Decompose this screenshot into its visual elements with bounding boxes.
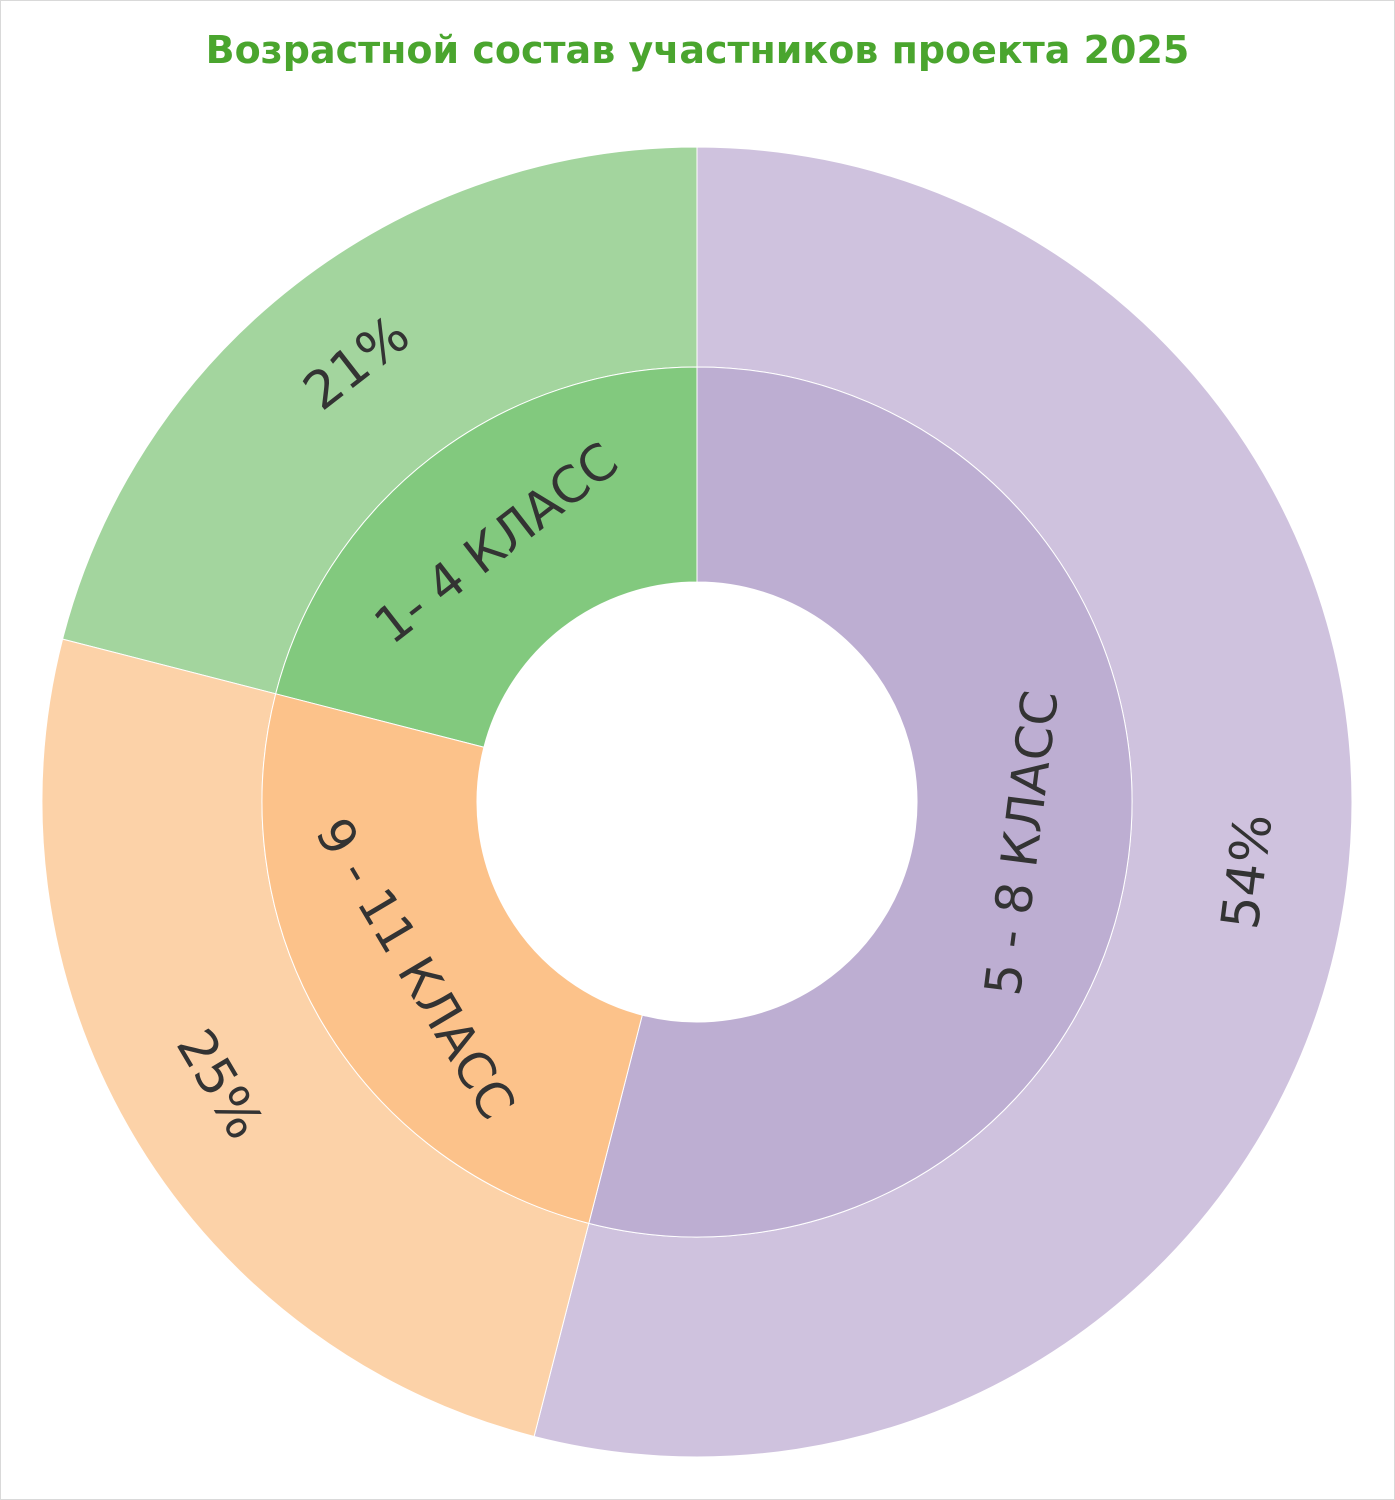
inner-ring [261,366,1133,1238]
inner-segment-grades-5-8 [588,366,1133,1238]
chart-title: Возрастной состав участников проекта 202… [205,28,1190,72]
inner-segment-grades-1-4 [275,366,698,748]
inner-segment-grades-9-11 [261,693,643,1224]
outer-label-grades-5-8: 54% [1211,810,1285,932]
outer-ring [41,146,1353,1458]
